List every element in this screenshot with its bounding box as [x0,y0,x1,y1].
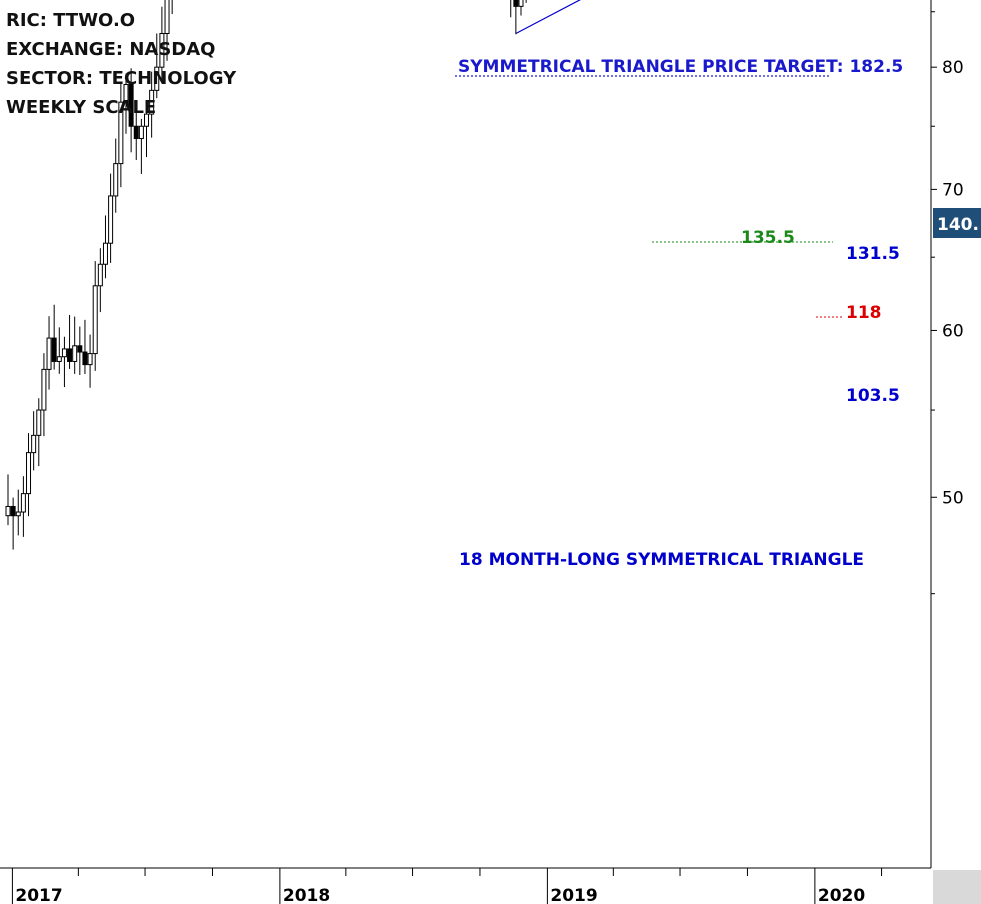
info-sector: SECTOR: TECHNOLOGY [6,68,237,89]
y-tick-label: 70 [942,180,964,200]
candle-up [154,66,160,91]
candle-down [133,125,139,140]
candle-down [128,84,134,127]
candle-up [15,511,21,517]
trendline-lower [515,0,581,35]
info-exchange: EXCHANGE: NASDAQ [6,39,215,60]
candle-up [92,285,98,355]
candle-up [56,356,62,362]
last-price-badge [933,208,981,238]
candle-up [20,493,26,513]
info-ric: RIC: TTWO.O [6,10,135,31]
y-tick-label: 60 [942,321,964,341]
target-label: SYMMETRICAL TRIANGLE PRICE TARGET: 182.5 [458,57,903,77]
x-axis: 2017 2018 2019 2020 [11,868,883,904]
axis-corner [933,870,981,904]
candle-up [118,101,124,165]
candle-up [36,409,42,436]
candle-up [518,0,524,7]
candle-down [10,505,16,517]
pattern-label: 18 MONTH-LONG SYMMETRICAL TRIANGLE [459,550,864,570]
candle-up [113,163,119,197]
candle-up [5,505,11,517]
candle-up [72,345,78,362]
candle-down [513,0,519,7]
y-tick-label: 80 [942,58,964,78]
level-135-label: 135.5 [741,228,795,248]
candle-up [159,33,165,68]
candle-down [67,348,73,362]
candle-up [41,368,47,411]
candle-down [51,337,57,362]
level-103-label: 103.5 [846,386,900,406]
candle-up [164,0,170,35]
candle-up [46,337,52,370]
candle-up [123,84,129,103]
candle-up [61,348,67,358]
y-axis: 5060708090100110120130140150160170180190… [931,11,964,595]
x-tick-label: 2019 [550,886,597,904]
level-118-label: 118 [846,303,882,323]
candle-up [97,263,103,287]
info-scale: WEEKLY SCALE [6,97,156,118]
candlesticks [5,0,527,550]
x-tick-label: 2020 [818,886,865,904]
x-tick-label: 2018 [283,886,330,904]
candle-up [31,434,37,454]
y-tick-label: 50 [942,488,964,508]
level-131-label: 131.5 [846,244,900,264]
candle-up [102,242,108,265]
candle-down [77,345,83,353]
candle-up [138,125,144,140]
candle-down [82,351,88,366]
last-price-label: 140. [937,215,979,235]
candle-up [144,113,150,127]
candle-up [108,195,114,244]
candle-up [87,353,93,366]
x-tick-label: 2017 [15,886,62,904]
candle-up [26,452,32,495]
candle-up [149,89,155,115]
